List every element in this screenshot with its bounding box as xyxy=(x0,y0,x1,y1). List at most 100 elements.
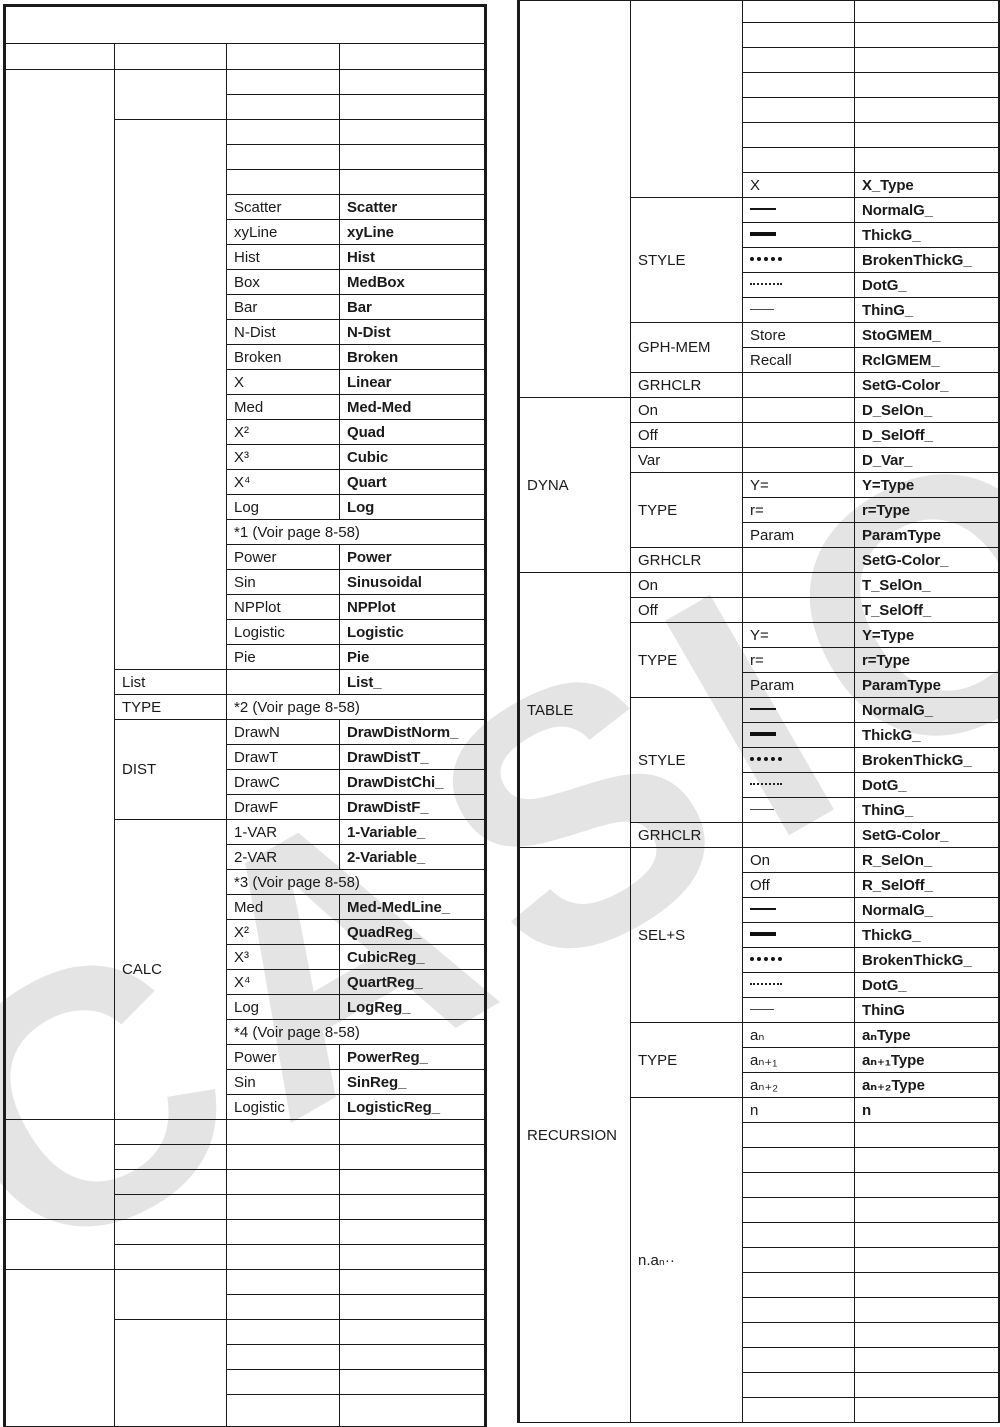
label-cell: Log xyxy=(226,994,340,1020)
table-row xyxy=(5,1244,486,1270)
empty-cell xyxy=(339,1344,486,1370)
command-cell: 2-Variable_ xyxy=(339,844,486,870)
command-cell: D_Var_ xyxy=(854,447,1000,473)
command-cell: Y=Type xyxy=(854,622,1000,648)
line-style-cell xyxy=(742,197,855,223)
label-cell: TABLE xyxy=(518,572,631,848)
command-cell: DrawDistF_ xyxy=(339,794,486,820)
empty-cell xyxy=(114,1219,227,1245)
table-row xyxy=(5,1319,486,1427)
command-cell: Linear xyxy=(339,369,486,395)
empty-cell xyxy=(226,1119,340,1145)
label-cell: RECURSION xyxy=(518,847,631,1423)
table-row xyxy=(519,122,1000,148)
empty-cell xyxy=(226,119,340,145)
table-row xyxy=(4,69,486,1120)
table-row: STYLE NormalG_ xyxy=(519,697,1000,823)
empty-cell xyxy=(114,69,227,120)
command-cell: ThinG_ xyxy=(854,797,1000,823)
table-row: STYLE NormalG_ xyxy=(519,197,1000,323)
table-row: X X_Type xyxy=(519,172,1000,198)
empty-cell xyxy=(742,1272,855,1298)
label-cell: On xyxy=(742,847,855,873)
empty-cell xyxy=(226,1194,340,1220)
empty-cell xyxy=(226,94,340,120)
command-cell: Cubic xyxy=(339,444,486,470)
line-style-cell xyxy=(742,247,855,273)
table-row xyxy=(5,1169,486,1195)
label-cell: NPPlot xyxy=(226,594,340,620)
line-style-cell xyxy=(742,922,855,948)
table-row: RECURSION SEL+S On R_SelOn_ xyxy=(518,847,1000,1423)
label-cell: SEL+S xyxy=(630,847,743,1023)
empty-cell xyxy=(226,1369,340,1395)
label-cell: X⁴ xyxy=(226,969,340,995)
table-row: *3 (Voir page 8-58) xyxy=(5,869,486,895)
empty-cell xyxy=(4,1269,115,1427)
line-thick-icon xyxy=(750,232,776,237)
table-row xyxy=(519,147,1000,173)
table-row: Box MedBox xyxy=(5,269,486,295)
table-row xyxy=(519,1322,1000,1348)
empty-cell xyxy=(742,572,855,598)
command-cell: ThickG_ xyxy=(854,722,1000,748)
command-cell: Sinusoidal xyxy=(339,569,486,595)
empty-cell xyxy=(854,1347,1000,1373)
label-cell: STYLE xyxy=(630,697,743,823)
label-cell: 2-VAR xyxy=(226,844,340,870)
empty-cell xyxy=(339,119,486,145)
label-cell: DIST xyxy=(114,719,227,820)
empty-cell xyxy=(339,1369,486,1395)
empty-cell xyxy=(742,447,855,473)
empty-cell xyxy=(854,1272,1000,1298)
empty-cell xyxy=(742,1172,855,1198)
empty-cell xyxy=(226,1319,340,1345)
label-cell: DrawT xyxy=(226,744,340,770)
label-cell: X³ xyxy=(226,444,340,470)
empty-cell xyxy=(742,1197,855,1223)
table-row xyxy=(5,1394,486,1427)
empty-cell xyxy=(742,372,855,398)
command-cell: Pie xyxy=(339,644,486,670)
label-cell: Recall xyxy=(742,347,855,373)
table-row xyxy=(519,1372,1000,1398)
table-row: Off R_SelOff_ xyxy=(519,872,1000,898)
table-row: Hist Hist xyxy=(5,244,486,270)
table-row xyxy=(519,1222,1000,1248)
label-cell: GRHCLR xyxy=(630,547,743,573)
label-cell: DrawC xyxy=(226,769,340,795)
empty-cell xyxy=(226,1269,340,1295)
command-cell: T_SelOff_ xyxy=(854,597,1000,623)
empty-cell xyxy=(854,1397,1000,1423)
label-cell: Log xyxy=(226,494,340,520)
empty-cell xyxy=(339,1319,486,1345)
label-cell: Var xyxy=(630,447,743,473)
empty-cell xyxy=(742,822,855,848)
empty-cell xyxy=(226,669,340,695)
table-row xyxy=(518,0,1000,398)
label-cell: GRHCLR xyxy=(630,372,743,398)
empty-cell xyxy=(742,397,855,423)
label-cell: X² xyxy=(226,419,340,445)
command-cell: SetG-Color_ xyxy=(854,822,1000,848)
empty-cell xyxy=(114,1119,227,1145)
table-row: Sin Sinusoidal xyxy=(5,569,486,595)
empty-cell xyxy=(226,1394,340,1427)
command-cell: ParamType xyxy=(854,672,1000,698)
table-row xyxy=(4,1219,486,1270)
label-cell: Logistic xyxy=(226,619,340,645)
label-cell: TYPE xyxy=(630,622,743,698)
empty-cell xyxy=(742,597,855,623)
table-row: Param ParamType xyxy=(519,672,1000,698)
empty-cell xyxy=(742,1222,855,1248)
command-cell: QuartReg_ xyxy=(339,969,486,995)
empty-cell xyxy=(742,422,855,448)
empty-cell xyxy=(226,1219,340,1245)
line-broken-icon xyxy=(750,257,782,262)
label-cell: X xyxy=(742,172,855,198)
label-cell: n.aₙ·· xyxy=(630,1097,743,1423)
command-cell: Broken xyxy=(339,344,486,370)
empty-cell xyxy=(114,1144,227,1170)
command-cell: Hist xyxy=(339,244,486,270)
table-row xyxy=(5,1294,486,1320)
